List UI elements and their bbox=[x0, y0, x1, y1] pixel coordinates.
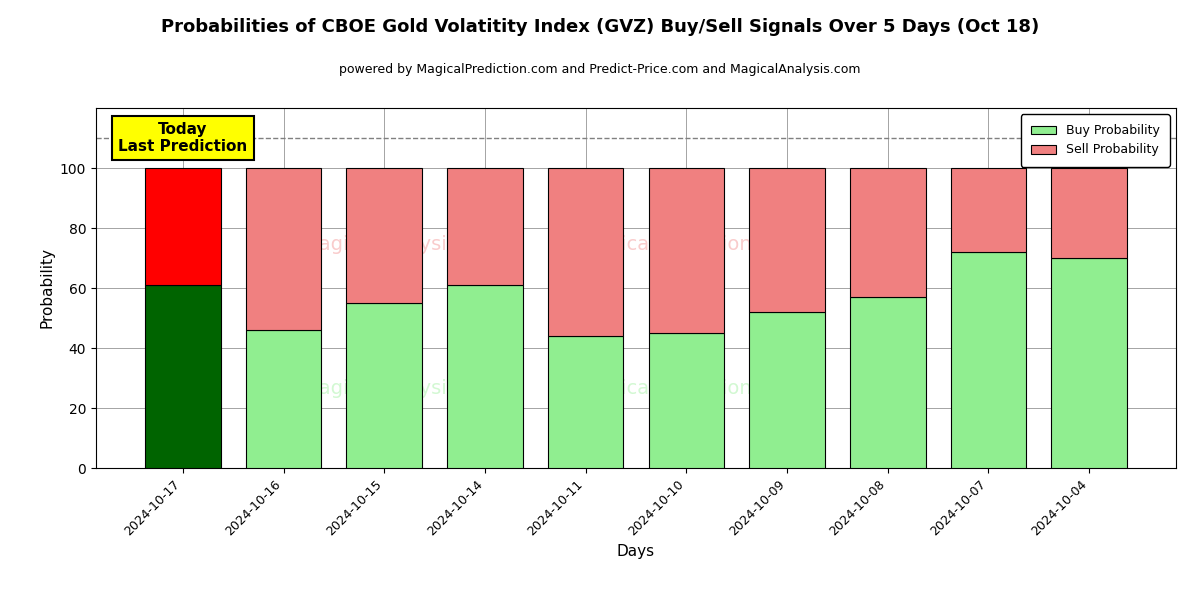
Bar bbox=[648, 168, 724, 333]
Text: MagicalPrediction.com: MagicalPrediction.com bbox=[581, 379, 799, 398]
Y-axis label: Probability: Probability bbox=[40, 247, 54, 329]
Bar bbox=[1051, 168, 1127, 258]
Bar bbox=[850, 168, 925, 297]
Bar bbox=[246, 168, 322, 330]
Bar bbox=[850, 297, 925, 468]
Text: Today
Last Prediction: Today Last Prediction bbox=[119, 122, 247, 154]
Bar bbox=[448, 285, 523, 468]
Bar bbox=[145, 168, 221, 285]
Bar bbox=[448, 168, 523, 285]
Bar bbox=[950, 252, 1026, 468]
Bar bbox=[749, 168, 824, 312]
Text: powered by MagicalPrediction.com and Predict-Price.com and MagicalAnalysis.com: powered by MagicalPrediction.com and Pre… bbox=[340, 63, 860, 76]
Bar bbox=[1051, 258, 1127, 468]
Bar bbox=[648, 333, 724, 468]
Bar bbox=[548, 168, 624, 336]
Bar bbox=[749, 312, 824, 468]
X-axis label: Days: Days bbox=[617, 544, 655, 559]
Bar bbox=[145, 285, 221, 468]
Text: Probabilities of CBOE Gold Volatitity Index (GVZ) Buy/Sell Signals Over 5 Days (: Probabilities of CBOE Gold Volatitity In… bbox=[161, 18, 1039, 36]
Text: MagicalAnalysis.coₙ: MagicalAnalysis.coₙ bbox=[302, 379, 494, 398]
Legend: Buy Probability, Sell Probability: Buy Probability, Sell Probability bbox=[1021, 114, 1170, 166]
Text: MagicalAnalysis.coₙ: MagicalAnalysis.coₙ bbox=[302, 235, 494, 254]
Bar bbox=[347, 303, 422, 468]
Bar bbox=[246, 330, 322, 468]
Bar bbox=[548, 336, 624, 468]
Bar bbox=[347, 168, 422, 303]
Bar bbox=[950, 168, 1026, 252]
Text: MagicalPrediction.com: MagicalPrediction.com bbox=[581, 235, 799, 254]
